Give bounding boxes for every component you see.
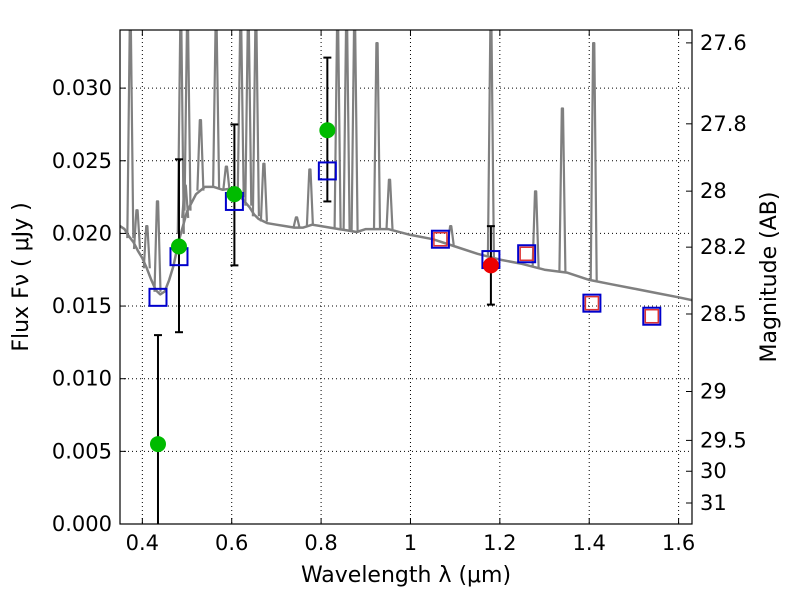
x-tick-label: 1.4 (573, 531, 606, 555)
y2-tick-label: 30 (700, 459, 727, 483)
x-tick-label: 1.2 (483, 531, 516, 555)
emission-line (486, 30, 495, 258)
emission-line (244, 30, 253, 206)
emission-line (589, 42, 598, 281)
emission-line (196, 119, 205, 191)
y-tick-label: 0.000 (52, 512, 112, 536)
emission-line (126, 30, 135, 239)
y2-tick-label: 27.8 (700, 112, 747, 136)
emission-line (259, 162, 268, 222)
markers (148, 122, 662, 453)
ticks: 0.4 0.6 0.8 1 1.2 1.4 1.6 0.000 0.005 0.010 0.015 0… (52, 30, 747, 555)
emission-line (222, 165, 231, 190)
emission-line (342, 30, 351, 231)
emission-line (292, 216, 301, 228)
y2-tick-label: 28.5 (700, 302, 747, 326)
y2-tick-label: 31 (700, 491, 727, 515)
emission-line (350, 30, 359, 232)
emission-line (333, 30, 342, 229)
data-point-marker (226, 186, 243, 203)
template-sed-line (120, 185, 692, 302)
y-tick-label: 0.020 (52, 221, 112, 245)
blue-square-marker (642, 306, 662, 326)
y-tick-label: 0.005 (52, 439, 112, 463)
emission-line (385, 178, 394, 230)
data-point-marker (149, 436, 166, 453)
red-square-marker (433, 231, 448, 247)
x-tick-label: 0.8 (304, 531, 337, 555)
blue-square-marker (430, 229, 450, 249)
data-point-marker (319, 122, 336, 139)
blue-square-marker (148, 287, 168, 307)
emission-line (183, 30, 192, 211)
y-tick-label: 0.015 (52, 294, 112, 318)
y-tick-label: 0.030 (52, 76, 112, 100)
grid (120, 30, 692, 525)
emission-line (558, 107, 567, 273)
y-axis-label: Flux Fν ( μJy ) (9, 202, 34, 351)
red-square-marker (584, 295, 600, 311)
emission-line (132, 209, 142, 250)
x-tick-label: 0.6 (215, 531, 248, 555)
y2-tick-label: 29.5 (700, 428, 747, 452)
emission-line (212, 30, 221, 188)
y-tick-label: 0.025 (52, 149, 112, 173)
x-tick-label: 1.6 (662, 531, 695, 555)
emission-line (142, 225, 151, 269)
emission-line (531, 190, 540, 268)
blue-square-marker (582, 293, 602, 313)
y2-tick-label: 27.6 (700, 31, 747, 55)
template-sed-group (120, 30, 692, 302)
x-tick-label: 1 (404, 531, 417, 555)
y2-axis-label: Magnitude (AB) (757, 192, 782, 363)
x-axis-label: Wavelength λ (μm) (301, 563, 511, 588)
y-tick-label: 0.010 (52, 367, 112, 391)
y2-tick-label: 28 (700, 179, 727, 203)
data-point-marker (170, 238, 187, 255)
y2-tick-label: 28.2 (700, 235, 747, 259)
emission-line (153, 200, 162, 292)
plot-frame (119, 29, 693, 525)
emission-line (305, 168, 314, 226)
red-square-marker (644, 308, 660, 324)
emission-line (251, 30, 260, 217)
emission-line (372, 42, 382, 230)
emission-line (236, 30, 245, 198)
red-square-marker (519, 246, 534, 262)
y2-tick-label: 29 (700, 379, 727, 403)
x-tick-label: 0.4 (126, 531, 159, 555)
blue-square-marker (317, 161, 337, 181)
emission-line (176, 30, 185, 235)
blue-square-marker (517, 244, 537, 264)
data-point-marker (482, 257, 499, 274)
